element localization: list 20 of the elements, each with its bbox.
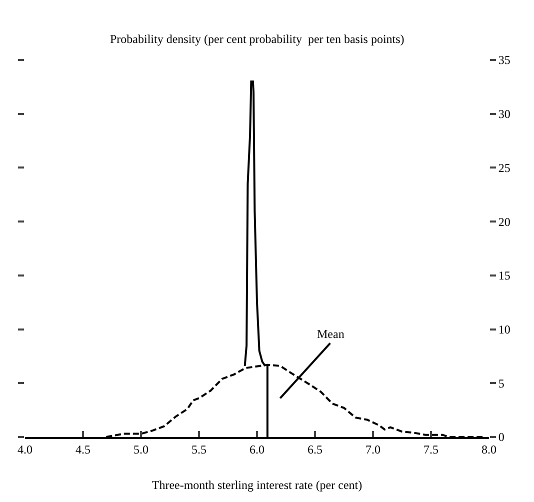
y-tick-label: 15 — [498, 268, 510, 283]
x-tick-label: 7.5 — [424, 442, 438, 456]
x-tick-label: 5.5 — [192, 442, 206, 456]
y-tick-label: 5 — [498, 376, 504, 390]
x-tick-label: 6.0 — [250, 442, 264, 456]
x-tick-label: 5.0 — [134, 442, 148, 456]
x-tick-label: 6.5 — [308, 442, 322, 456]
x-tick-label: 7.0 — [366, 442, 380, 456]
y-tick-label: 10 — [498, 322, 510, 336]
y-tick-label: 0 — [498, 430, 504, 444]
x-tick-label: 4.0 — [18, 442, 32, 456]
y-tick-label: 20 — [498, 214, 510, 229]
x-axis-title: Three-month sterling interest rate (per cent) — [152, 478, 362, 492]
annotation: Mean — [317, 327, 344, 341]
y-tick-label: 25 — [498, 160, 510, 175]
y-tick-label: 30 — [498, 107, 510, 122]
x-tick-label: 8.0 — [482, 442, 496, 456]
y-axis-title: Probability density (per cent probability per ten basis points) — [110, 32, 404, 46]
x-tick-label: 4.5 — [76, 442, 90, 456]
y-tick-label: 35 — [498, 53, 510, 68]
